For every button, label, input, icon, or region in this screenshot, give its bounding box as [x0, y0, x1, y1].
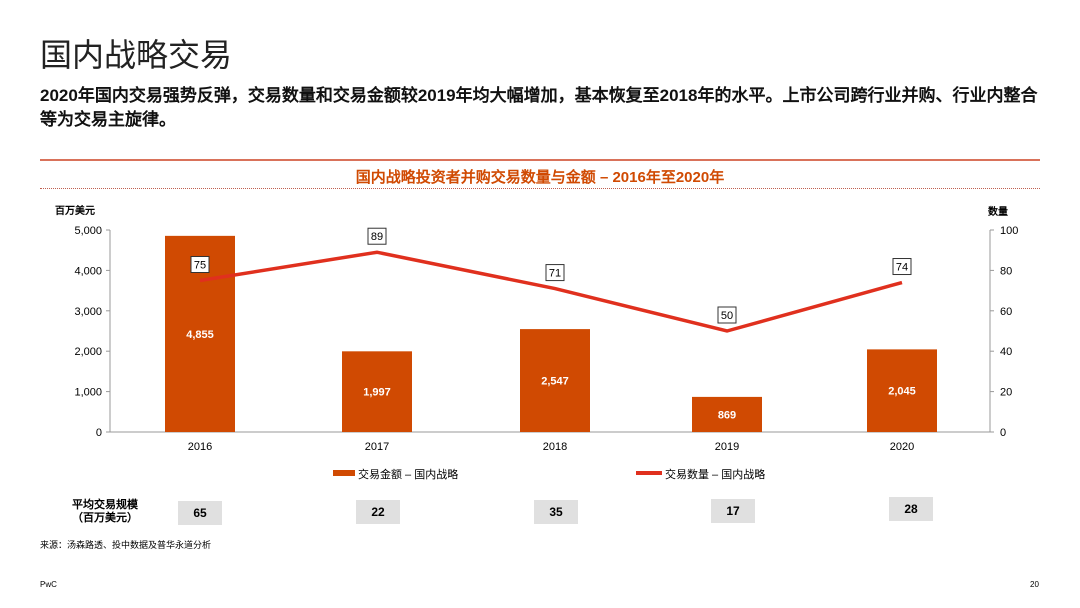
x-tick-label: 2016: [188, 441, 212, 453]
avg-value: 28: [889, 497, 933, 521]
y-tick-label: 0: [96, 427, 102, 439]
bar: [692, 396, 762, 432]
x-tick-label: 2019: [715, 441, 739, 453]
avg-label-line2: （百万美元）: [72, 512, 138, 524]
y-tick-label: 3,000: [74, 306, 102, 318]
avg-deal-size-label: 平均交易规模 （百万美元）: [60, 499, 150, 525]
y-tick-label: 5,000: [74, 225, 102, 237]
line-label-box: [892, 258, 912, 276]
source-note: 来源：汤森路透、投中数据及普华永道分析: [40, 540, 212, 550]
avg-label-line1: 平均交易规模: [72, 499, 138, 511]
y-tick-label: 4,000: [74, 265, 102, 277]
y2-tick-label: 80: [1000, 265, 1012, 277]
avg-value: 35: [534, 500, 578, 524]
line-series: [199, 250, 903, 333]
chart-title: 国内战略投资者并购交易数量与金额 – 2016年至2020年: [355, 169, 725, 186]
line-label: 74: [896, 262, 908, 274]
y2-tick-label: 40: [1000, 346, 1012, 358]
bar-label: 2,045: [888, 386, 916, 398]
x-tick-label: 2018: [543, 441, 567, 453]
line-label: 71: [549, 268, 561, 280]
dotted-divider: [40, 188, 1040, 189]
line-label-box: [545, 264, 565, 282]
bar: [867, 349, 937, 432]
y-tick-label: 2,000: [74, 346, 102, 358]
line-label: 50: [721, 310, 733, 322]
y-tick-label: 1,000: [74, 387, 102, 399]
page-title: 国内战略交易: [40, 37, 233, 73]
bar-label: 2,547: [541, 376, 569, 388]
bar: [520, 329, 590, 432]
line-label-box: [717, 306, 737, 324]
brand: PwC: [40, 580, 57, 589]
page-number: 20: [1030, 580, 1039, 589]
bar-label: 869: [718, 409, 736, 421]
bar-label: 1,997: [363, 387, 391, 399]
legend-swatch-line: [636, 471, 662, 475]
chart: 0 1,000 2,000 3,000 4,000 5,000 0 20 40 60 80 100 百万…: [55, 204, 1018, 481]
line-label: 75: [194, 260, 206, 272]
legend-swatch-bar: [333, 470, 355, 476]
avg-value: 17: [711, 499, 755, 523]
avg-value: 22: [356, 500, 400, 524]
y-axis-title: 百万美元: [55, 204, 95, 217]
x-tick-label: 2017: [365, 441, 389, 453]
avg-value: 65: [178, 501, 222, 525]
x-tick-label: 2020: [890, 441, 914, 453]
y2-tick-label: 100: [1000, 225, 1018, 237]
legend-label: 交易数量 – 国内战略: [665, 467, 765, 481]
line-label-box: [190, 256, 210, 273]
legend-label: 交易金额 – 国内战略: [358, 467, 458, 481]
y2-axis-title: 数量: [988, 205, 1008, 218]
line-label-box: [367, 227, 387, 245]
y2-tick-label: 20: [1000, 387, 1012, 399]
description: 2020年国内交易强势反弹，交易数量和交易金额较2019年均大幅增加，基本恢复至…: [40, 86, 1038, 129]
y2-tick-label: 0: [1000, 427, 1006, 439]
y2-tick-label: 60: [1000, 306, 1012, 318]
line-label: 89: [371, 231, 383, 243]
divider: [40, 159, 1040, 161]
bar-label: 4,855: [186, 329, 214, 341]
bar: [342, 351, 412, 432]
